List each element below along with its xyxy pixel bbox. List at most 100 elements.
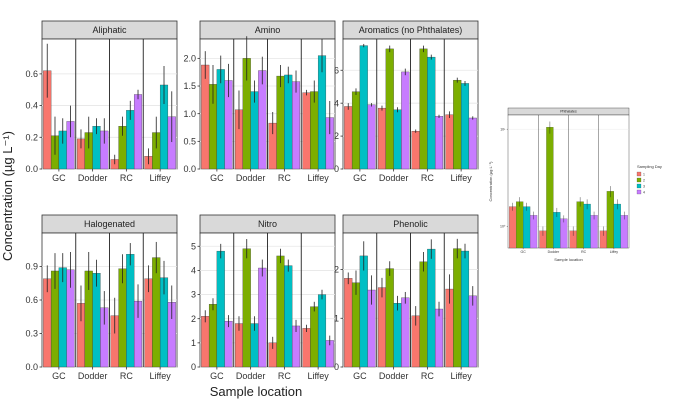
bar [583,203,591,249]
x-tick-label: RC [278,371,291,381]
bar [590,215,598,249]
y-tick-label: 0.9 [25,262,38,272]
y-tick-label: 1 [334,313,339,323]
bar [284,74,293,170]
bar [133,94,143,170]
y-tick-label: 0 [334,164,339,174]
bar [351,91,361,170]
x-tick-label: Liffey [450,173,472,183]
legend-swatch [636,171,642,177]
bar [258,70,267,170]
bar [216,250,225,368]
x-tick-label: Liffey [307,173,329,183]
bar [434,116,444,170]
bar [434,308,444,368]
y-tick-label: 0.6 [25,69,38,79]
bar [310,91,319,170]
bar [317,294,327,368]
y-tick-label: 1.0 [183,109,196,119]
bar [258,267,267,368]
bar [385,48,394,170]
x-tick-label: Liffey [610,250,619,254]
bar [276,75,285,170]
x-tick-label: Liffey [307,371,329,381]
bar [224,320,233,368]
bar [523,206,531,249]
x-tick-label: Dodder [78,173,108,183]
panel-phthalates: Phthalates 10⁰ 10¹ GC Dodder RC Liffey Concentr… [488,107,662,262]
facet-title: Phthalates [560,110,577,114]
panel-phenolic: Phenolic 0 1 2 GC Dodder RC Liffey [334,214,479,381]
y-tick-label: 5 [191,241,196,251]
y-tick-label: 2 [334,265,339,275]
facet-title: Aliphatic [92,25,127,35]
y-tick-label: 4 [334,98,339,108]
y-axis-label: Concentration (µg L⁻¹) [0,131,15,261]
facet-title: Phenolic [393,219,428,229]
x-tick-label: GC [52,371,66,381]
y-tick-label: 1 [191,338,196,348]
y-tick-label: 0.0 [183,164,196,174]
x-tick-label: Liffey [450,371,472,381]
bar [208,304,218,368]
x-tick-label: RC [120,173,133,183]
facet-title: Halogenated [84,219,135,229]
legend-label: 3 [643,184,645,188]
y-tick-label: 2.0 [183,54,196,64]
bar [302,92,311,170]
y-tick-label: 0.0 [25,164,38,174]
y-tick-label: 0 [334,362,339,372]
bar [351,282,361,368]
legend-label: 2 [643,178,645,182]
x-tick-label: GC [210,371,224,381]
x-tick-label: Dodder [548,250,560,254]
x-tick-label: Dodder [236,173,266,183]
bar [344,106,353,170]
x-tick-label: Dodder [379,371,409,381]
bar [344,278,353,368]
bar [509,206,517,249]
bar [359,255,368,368]
y-tick-label: 0.6 [25,295,38,305]
mini-y-axis-label: Concentration (µg L⁻¹) [488,161,493,202]
legend-label: 1 [643,172,645,176]
bar [516,201,524,249]
bar [427,56,436,170]
y-tick-label: 2 [191,314,196,324]
y-tick-label: 0 [191,362,196,372]
bar [468,117,477,170]
bar [401,71,410,170]
y-tick-label: 6 [334,65,339,75]
legend-swatch [636,183,642,189]
bar [460,250,470,368]
bar [560,218,568,249]
x-tick-label: Dodder [236,371,266,381]
x-tick-label: GC [353,371,367,381]
x-tick-label: GC [353,173,367,183]
bar [613,203,621,249]
legend-swatch [636,189,642,195]
bar [453,79,462,170]
bar [445,114,454,170]
legend-title: Sampling Day [637,164,662,169]
bar [385,268,394,368]
bar [553,212,561,249]
bar [126,254,135,368]
x-tick-label: Liffey [149,173,171,183]
x-tick-label: RC [278,173,291,183]
x-tick-label: RC [421,371,434,381]
bar [359,45,368,170]
bar [411,131,420,170]
bar [606,191,614,249]
x-tick-label: Liffey [149,371,171,381]
y-tick-label: 0.2 [25,132,38,142]
x-tick-label: RC [120,371,133,381]
bar [291,325,301,368]
y-tick-label: 3 [191,290,196,300]
bar [242,248,251,368]
panel-halogenated: Halogenated 0.0 0.3 0.6 0.9 GC Dodder RC Liffey [25,214,178,381]
bar [317,55,327,170]
bar [529,215,538,249]
